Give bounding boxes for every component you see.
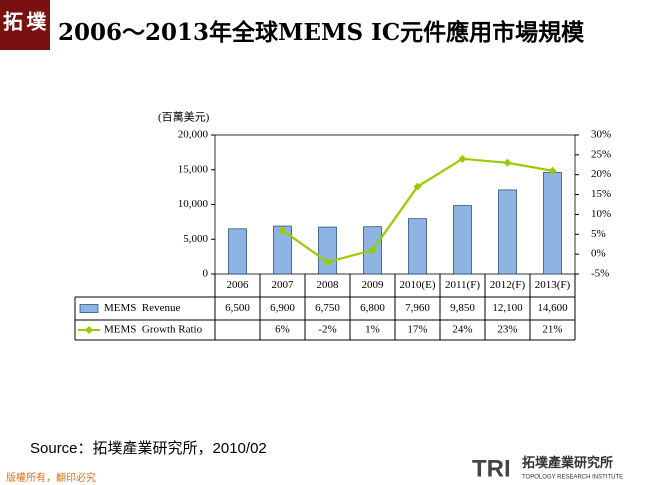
marker bbox=[458, 154, 467, 163]
x-tick-label: 2008 bbox=[317, 279, 340, 291]
y2-tick-label: -5% bbox=[591, 268, 609, 280]
marker bbox=[548, 166, 557, 175]
y2-tick-label: 15% bbox=[591, 188, 611, 200]
legend-label: MEMS Revenue bbox=[104, 302, 181, 314]
x-tick-label: 2007 bbox=[272, 279, 295, 291]
legend-label: MEMS Growth Ratio bbox=[104, 324, 203, 336]
legend-marker bbox=[85, 326, 93, 334]
x-tick-label: 2009 bbox=[362, 279, 385, 291]
table-value: -2% bbox=[318, 324, 336, 336]
bar bbox=[543, 172, 562, 275]
table-value: 21% bbox=[542, 324, 562, 336]
x-tick-label: 2013(F) bbox=[535, 279, 571, 291]
logo-box bbox=[0, 0, 50, 50]
bar bbox=[498, 189, 517, 275]
y2-tick-label: 0% bbox=[591, 248, 606, 260]
marker bbox=[413, 182, 422, 191]
chart-title: 2006～2013年全球MEMS IC元件應用市場規模 bbox=[58, 19, 585, 46]
table-value: 23% bbox=[497, 324, 517, 336]
table-value: 7,960 bbox=[405, 302, 430, 314]
x-tick-label: 2011(F) bbox=[445, 279, 480, 291]
y-tick-label: 20,000 bbox=[178, 129, 209, 141]
y-tick-label: 15,000 bbox=[178, 163, 209, 175]
brand-mark: TRI bbox=[472, 455, 511, 482]
table-value: 6% bbox=[275, 324, 290, 336]
table-value: 9,850 bbox=[450, 302, 475, 314]
y-axis-label: (百萬美元) bbox=[158, 111, 210, 124]
bar bbox=[228, 228, 247, 275]
bar bbox=[453, 205, 472, 275]
table-value: 6,900 bbox=[270, 302, 295, 314]
bar bbox=[318, 226, 337, 275]
x-tick-label: 2010(E) bbox=[399, 279, 435, 291]
y-tick-label: 5,000 bbox=[183, 233, 208, 245]
bar bbox=[408, 218, 427, 275]
y-tick-label: 10,000 bbox=[178, 198, 209, 210]
footer: 版權所有，翻印必究 bbox=[6, 471, 96, 484]
source: Source：拓墣產業研究所，2010/02 bbox=[30, 440, 267, 457]
plot-area bbox=[214, 134, 576, 275]
bar bbox=[273, 225, 292, 275]
y-tick-label: 0 bbox=[203, 268, 209, 280]
table-value: 12,100 bbox=[492, 302, 523, 314]
table-value: 6,800 bbox=[360, 302, 385, 314]
table-value: 14,600 bbox=[537, 302, 568, 314]
table-value: 24% bbox=[452, 324, 472, 336]
x-tick-label: 2006 bbox=[227, 279, 250, 291]
y2-tick-label: 10% bbox=[591, 208, 611, 220]
table-value: 1% bbox=[365, 324, 380, 336]
legend-swatch bbox=[79, 304, 99, 313]
y2-tick-label: 25% bbox=[591, 148, 611, 160]
y2-tick-label: 30% bbox=[591, 129, 611, 141]
x-tick-label: 2012(F) bbox=[490, 279, 526, 291]
marker bbox=[278, 226, 287, 235]
marker bbox=[368, 246, 377, 255]
table-value: 6,750 bbox=[315, 302, 340, 314]
y2-tick-label: 20% bbox=[591, 168, 611, 180]
brand-english: TOPOLOGY RESEARCH INSTITUTE bbox=[522, 475, 623, 481]
brand-name: 拓墣產業研究所 bbox=[522, 455, 613, 470]
table-value: 6,500 bbox=[225, 302, 250, 314]
marker bbox=[323, 258, 332, 267]
marker bbox=[503, 158, 512, 167]
y2-tick-label: 5% bbox=[591, 228, 606, 240]
table-value: 17% bbox=[407, 324, 427, 336]
